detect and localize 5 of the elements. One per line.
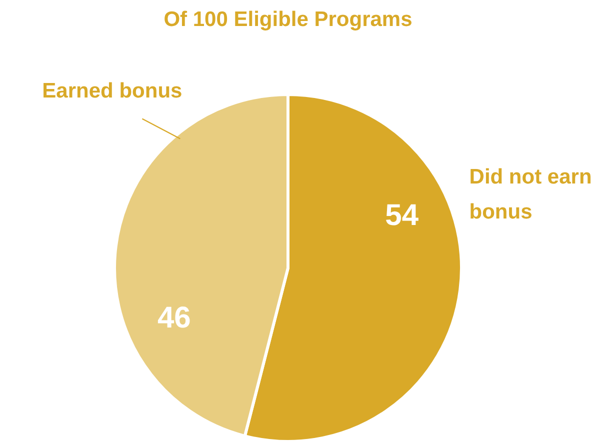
- data-label: 46: [157, 302, 191, 335]
- slice-label: Earned bonus: [42, 80, 182, 103]
- slice-label: Did not earn bonus: [469, 165, 592, 224]
- chart-title: Of 100 Eligible Programs: [164, 8, 412, 31]
- data-label: 54: [385, 198, 419, 232]
